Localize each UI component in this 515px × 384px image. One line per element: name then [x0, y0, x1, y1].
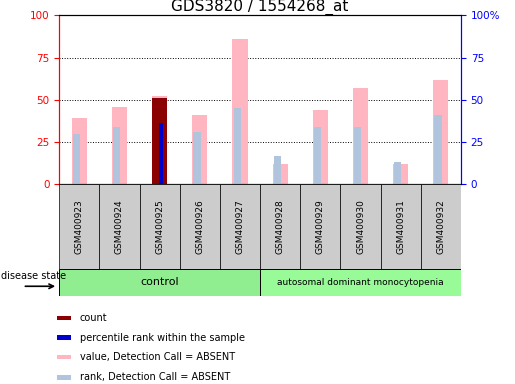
FancyBboxPatch shape	[421, 184, 461, 269]
Text: GSM400929: GSM400929	[316, 199, 325, 254]
Text: GSM400931: GSM400931	[396, 199, 405, 254]
Text: GSM400925: GSM400925	[155, 199, 164, 254]
Bar	[72, 118, 87, 184]
FancyBboxPatch shape	[300, 184, 340, 269]
Title: GDS3820 / 1554268_at: GDS3820 / 1554268_at	[171, 0, 349, 15]
Bar	[153, 122, 161, 184]
FancyBboxPatch shape	[220, 184, 260, 269]
FancyBboxPatch shape	[340, 184, 381, 269]
Text: disease state: disease state	[1, 270, 66, 281]
Bar	[192, 115, 208, 184]
Bar	[393, 164, 408, 184]
Bar	[274, 156, 281, 184]
Text: control: control	[140, 277, 179, 287]
Bar	[113, 127, 121, 184]
Bar	[232, 39, 248, 184]
Bar	[313, 110, 328, 184]
FancyBboxPatch shape	[59, 184, 99, 269]
FancyBboxPatch shape	[381, 184, 421, 269]
Text: GSM400932: GSM400932	[436, 199, 445, 254]
FancyBboxPatch shape	[260, 184, 300, 269]
Bar	[112, 107, 127, 184]
Bar	[435, 115, 442, 184]
Text: rank, Detection Call = ABSENT: rank, Detection Call = ABSENT	[80, 372, 230, 382]
Text: value, Detection Call = ABSENT: value, Detection Call = ABSENT	[80, 352, 235, 362]
Bar	[272, 164, 288, 184]
FancyBboxPatch shape	[57, 355, 71, 359]
Bar	[73, 134, 80, 184]
Bar	[354, 127, 362, 184]
Text: autosomal dominant monocytopenia: autosomal dominant monocytopenia	[277, 278, 444, 287]
Bar	[314, 127, 321, 184]
Text: GSM400930: GSM400930	[356, 199, 365, 254]
FancyBboxPatch shape	[260, 269, 461, 296]
Bar	[433, 79, 449, 184]
Bar	[152, 98, 167, 184]
Text: count: count	[80, 313, 108, 323]
FancyBboxPatch shape	[57, 335, 71, 340]
FancyBboxPatch shape	[140, 184, 180, 269]
Text: GSM400928: GSM400928	[276, 199, 285, 254]
FancyBboxPatch shape	[57, 375, 71, 379]
Bar	[234, 108, 241, 184]
FancyBboxPatch shape	[180, 184, 220, 269]
Text: GSM400927: GSM400927	[235, 199, 245, 254]
FancyBboxPatch shape	[99, 184, 140, 269]
Text: GSM400923: GSM400923	[75, 199, 84, 254]
Text: GSM400926: GSM400926	[195, 199, 204, 254]
Bar	[152, 96, 167, 184]
Bar	[353, 88, 368, 184]
FancyBboxPatch shape	[57, 316, 71, 320]
Bar	[194, 132, 201, 184]
Bar	[394, 162, 402, 184]
FancyBboxPatch shape	[59, 269, 260, 296]
Bar	[159, 124, 163, 184]
Text: percentile rank within the sample: percentile rank within the sample	[80, 333, 245, 343]
Text: GSM400924: GSM400924	[115, 199, 124, 254]
